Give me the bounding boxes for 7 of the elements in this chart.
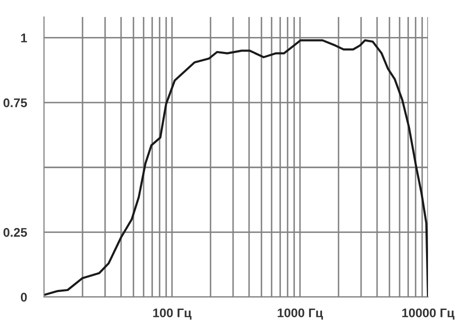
y-tick-label: 0.25 <box>4 228 27 237</box>
y-tick-label: 0 <box>20 292 27 302</box>
x-tick-label: 1000 Гц <box>278 308 323 320</box>
y-tick-label: 0.75 <box>4 98 27 108</box>
y-tick-label: 1 <box>21 34 27 42</box>
x-tick-label: 10000 Гц <box>402 308 454 320</box>
x-tick-label: 100 Гц <box>153 308 192 320</box>
